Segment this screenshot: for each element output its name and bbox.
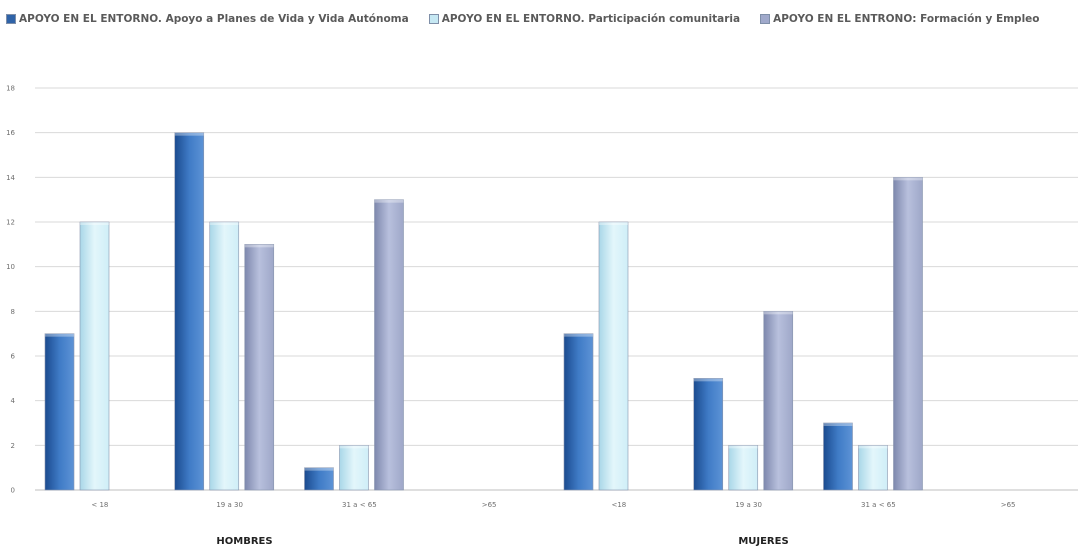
x-tick-label: 31 a < 65 xyxy=(861,501,896,509)
bar-highlight xyxy=(45,333,74,337)
y-tick-label: 0 xyxy=(11,487,15,495)
bar xyxy=(763,311,794,491)
bar xyxy=(174,132,205,491)
y-tick-label: 4 xyxy=(11,397,16,405)
legend-item: APOYO EN EL ENTRONO: Formación y Empleo xyxy=(760,13,1040,25)
bar xyxy=(339,445,369,491)
bar-highlight xyxy=(244,244,274,248)
legend-swatch xyxy=(6,14,16,24)
legend-label: APOYO EN EL ENTRONO: Formación y Empleo xyxy=(773,13,1040,25)
bar xyxy=(209,221,240,491)
bar xyxy=(858,445,888,491)
bar xyxy=(44,333,75,491)
bar-highlight xyxy=(209,222,239,225)
bar xyxy=(823,422,853,491)
bar-highlight xyxy=(564,333,593,337)
x-tick-label: >65 xyxy=(1001,501,1016,509)
legend-item: APOYO EN EL ENTORNO. Participación comun… xyxy=(428,13,741,25)
legend-item: APOYO EN EL ENTORNO. Apoyo a Planes de V… xyxy=(6,13,409,25)
bar-highlight xyxy=(304,467,334,471)
bar xyxy=(244,244,275,491)
bar xyxy=(374,199,404,491)
y-tick-label: 14 xyxy=(6,174,15,182)
x-tick-label: < 18 xyxy=(91,501,108,509)
x-tick-label: <18 xyxy=(611,501,626,509)
legend-label: APOYO EN EL ENTORNO. Participación comun… xyxy=(441,13,741,25)
y-tick-label: 2 xyxy=(11,442,15,450)
bar-highlight xyxy=(599,222,628,225)
x-tick-label: >65 xyxy=(482,501,497,509)
legend-swatch xyxy=(760,14,771,24)
y-tick-label: 10 xyxy=(6,263,15,271)
bar xyxy=(598,221,629,491)
bar-highlight xyxy=(80,222,109,225)
y-tick-label: 6 xyxy=(11,353,16,361)
legend: APOYO EN EL ENTORNO. Apoyo a Planes de V… xyxy=(6,10,1080,28)
bar xyxy=(728,445,759,491)
bar xyxy=(563,333,594,491)
bar-highlight xyxy=(763,311,793,315)
bar xyxy=(693,378,724,491)
x-tick-label: 31 a < 65 xyxy=(342,501,377,509)
bar-highlight xyxy=(693,378,723,382)
x-tick-label: 19 a 30 xyxy=(216,501,243,509)
bar-highlight xyxy=(374,199,404,203)
bar xyxy=(79,221,110,491)
bar-highlight xyxy=(174,132,204,136)
bar-highlight xyxy=(893,177,923,181)
y-tick-label: 16 xyxy=(6,129,15,137)
bar-highlight xyxy=(858,445,888,449)
bar-highlight xyxy=(339,445,369,449)
x-tick-label: 19 a 30 xyxy=(735,501,762,509)
bar-highlight xyxy=(728,445,758,449)
y-tick-label: 8 xyxy=(11,308,15,316)
bar xyxy=(304,467,334,491)
group-label: HOMBRES xyxy=(216,536,272,547)
bar xyxy=(893,177,923,491)
bar-highlight xyxy=(823,423,853,426)
legend-swatch xyxy=(428,14,439,24)
y-tick-label: 18 xyxy=(6,85,15,93)
group-label: MUJERES xyxy=(738,536,788,547)
y-tick-label: 12 xyxy=(6,219,15,227)
legend-label: APOYO EN EL ENTORNO. Apoyo a Planes de V… xyxy=(19,13,409,25)
